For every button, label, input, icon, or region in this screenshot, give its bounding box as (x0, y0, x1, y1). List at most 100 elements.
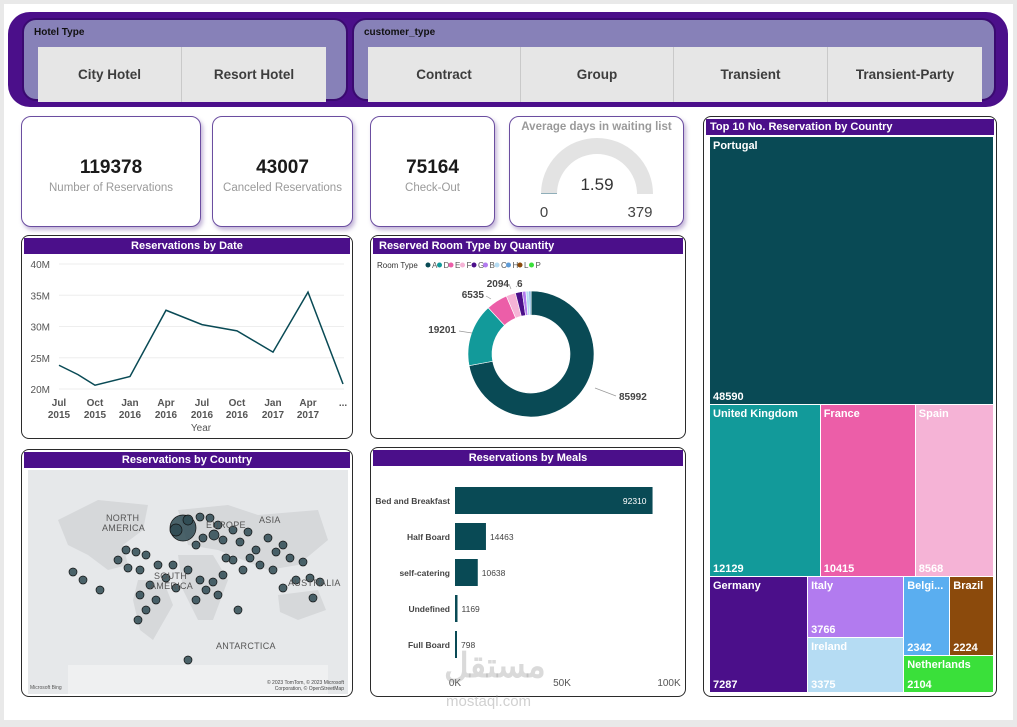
map-bubble[interactable] (135, 590, 145, 600)
map-bubble[interactable] (298, 557, 308, 567)
map-bubble[interactable] (171, 583, 181, 593)
bar[interactable] (455, 523, 486, 550)
map-bubble[interactable] (271, 547, 281, 557)
map-bubble[interactable] (123, 563, 133, 573)
map-bubble[interactable] (205, 513, 215, 523)
bar[interactable] (455, 595, 458, 622)
bar[interactable] (455, 631, 457, 658)
map-bubble[interactable] (245, 553, 255, 563)
donut-legend-label[interactable]: E (455, 261, 460, 270)
treemap-tile[interactable]: Italy 3766 (808, 576, 904, 637)
map-bubble[interactable] (133, 615, 143, 625)
map-bubble[interactable] (151, 595, 161, 605)
slicer-option-city-hotel[interactable]: City Hotel (38, 47, 182, 102)
treemap-tile[interactable]: Spain 8568 (915, 405, 993, 576)
donut-legend-swatch[interactable] (517, 262, 523, 268)
map-credit[interactable]: © 2023 TomTom, © 2023 Microsoft Corporat… (266, 680, 344, 692)
map-bubble[interactable] (218, 570, 228, 580)
donut-slice[interactable] (468, 290, 595, 418)
map-bubble[interactable] (208, 529, 220, 541)
map-bubble[interactable] (255, 560, 265, 570)
map-bubble[interactable] (168, 560, 178, 570)
map-bubble[interactable] (141, 605, 151, 615)
line-y-tick: 25M (31, 354, 50, 365)
donut-legend-label[interactable]: B (490, 261, 495, 270)
map-bubble[interactable] (195, 512, 205, 522)
map-bubble[interactable] (308, 593, 318, 603)
map-bubble[interactable] (121, 545, 131, 555)
donut-legend-label[interactable]: P (536, 261, 541, 270)
donut-legend-label[interactable]: H (513, 261, 519, 270)
map-bubble[interactable] (251, 545, 261, 555)
donut-legend-label[interactable]: G (478, 261, 484, 270)
donut-legend-swatch[interactable] (448, 262, 454, 268)
map-bubble[interactable] (78, 575, 88, 585)
map-bubble[interactable] (68, 567, 78, 577)
bar[interactable] (455, 559, 478, 586)
donut-legend-swatch[interactable] (494, 262, 500, 268)
donut-legend-swatch[interactable] (483, 262, 488, 268)
donut-legend-swatch[interactable] (529, 262, 534, 268)
slicer-option-group[interactable]: Group (521, 47, 674, 102)
map-bubble[interactable] (238, 565, 248, 575)
donut-legend-label[interactable]: F (467, 261, 472, 270)
bar[interactable] (455, 487, 653, 514)
slicer-option-resort-hotel[interactable]: Resort Hotel (182, 47, 326, 102)
map-bubble[interactable] (95, 585, 105, 595)
map-bubble[interactable] (195, 575, 205, 585)
treemap-tile[interactable]: Germany 7287 (710, 576, 808, 692)
slicer-option-contract[interactable]: Contract (368, 47, 521, 102)
map-bubble[interactable] (291, 575, 301, 585)
map-bubble[interactable] (145, 580, 155, 590)
map-bubble[interactable] (113, 555, 123, 565)
map-bubble[interactable] (243, 527, 253, 537)
treemap-tile[interactable]: France 10415 (820, 405, 915, 576)
map-bubble[interactable] (228, 525, 238, 535)
map-bubble[interactable] (285, 553, 295, 563)
map-bubble[interactable] (208, 577, 218, 587)
map-bubble[interactable] (263, 533, 273, 543)
treemap-tile[interactable]: Belgi... 2342 (904, 576, 950, 656)
map-bubble[interactable] (153, 560, 163, 570)
donut-legend-swatch[interactable] (471, 262, 477, 268)
map-bubble[interactable] (213, 590, 223, 600)
map-bubble[interactable] (201, 585, 211, 595)
donut-legend-label[interactable]: A (432, 261, 438, 270)
map-bubble[interactable] (191, 595, 201, 605)
slicer-option-transient-party[interactable]: Transient-Party (828, 47, 982, 102)
map-bubble[interactable] (315, 577, 325, 587)
map-bubble[interactable] (278, 540, 288, 550)
map-bubble[interactable] (169, 523, 183, 537)
treemap-tile[interactable]: Brazil 2224 (950, 576, 993, 656)
donut-legend-label[interactable]: D (444, 261, 450, 270)
donut-legend-swatch[interactable] (425, 262, 431, 268)
map-bubble[interactable] (182, 514, 194, 526)
slicer-option-transient[interactable]: Transient (674, 47, 828, 102)
map-bubble[interactable] (218, 535, 228, 545)
treemap-tile[interactable]: Ireland 3375 (808, 637, 904, 692)
map-bubble[interactable] (135, 565, 145, 575)
donut-legend-label[interactable]: L (524, 261, 529, 270)
map-bubble[interactable] (131, 547, 141, 557)
donut-legend-swatch[interactable] (437, 262, 442, 268)
map-bubble[interactable] (191, 540, 201, 550)
map-bubble[interactable] (198, 533, 208, 543)
treemap-tile[interactable]: Netherlands 2104 (904, 656, 993, 692)
map-bubble[interactable] (161, 573, 171, 583)
map-bubble[interactable] (278, 583, 288, 593)
donut-legend-label[interactable]: C (501, 261, 507, 270)
map-canvas[interactable]: NORTH AMERICA EUROPE ASIA SOUTH AMERICA … (28, 470, 348, 694)
map-bubble[interactable] (221, 553, 231, 563)
map-bubble[interactable] (233, 605, 243, 615)
donut-legend-swatch[interactable] (460, 262, 465, 268)
map-bubble[interactable] (141, 550, 151, 560)
map-bubble[interactable] (235, 537, 245, 547)
map-bubble[interactable] (183, 655, 193, 665)
treemap-tile[interactable]: United Kingdom 12129 (710, 405, 820, 576)
map-bubble[interactable] (183, 565, 193, 575)
map-bubble[interactable] (305, 573, 315, 583)
map-bubble[interactable] (213, 520, 223, 530)
donut-legend-swatch[interactable] (506, 262, 511, 268)
map-bubble[interactable] (268, 565, 278, 575)
treemap-tile[interactable]: Portugal 48590 (710, 137, 993, 405)
